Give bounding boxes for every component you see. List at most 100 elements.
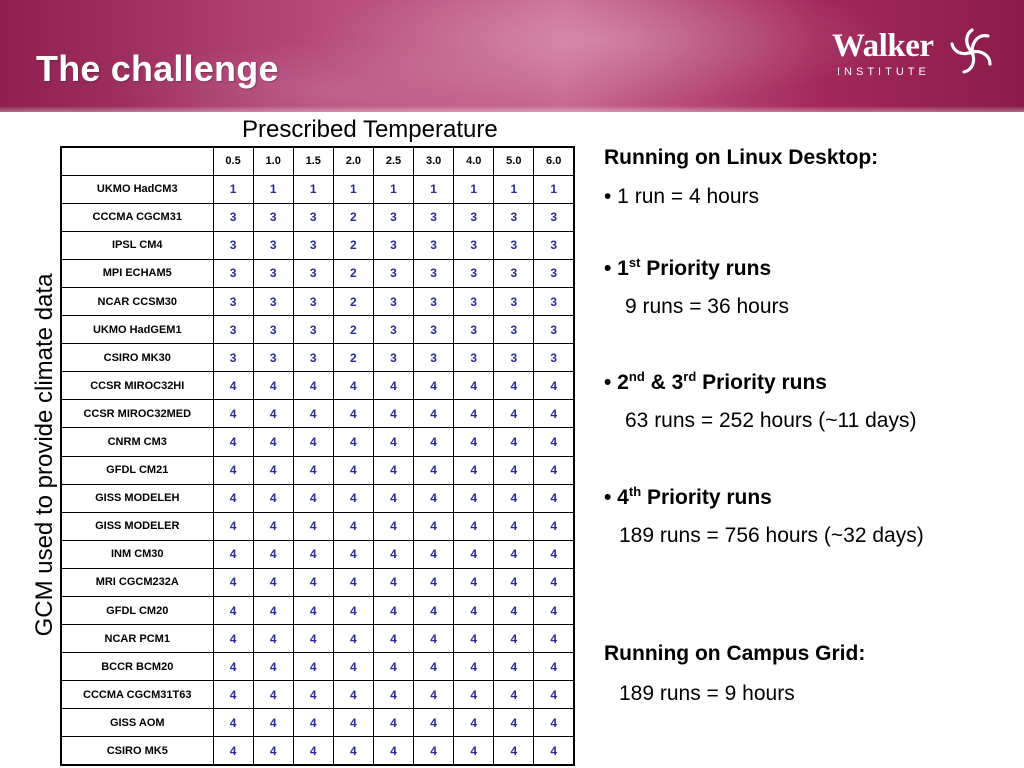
priority-cell: 4 <box>292 455 334 485</box>
priority-cell: 4 <box>212 399 254 429</box>
priority-cell: 4 <box>372 427 415 457</box>
slide-title: The challenge <box>36 48 279 89</box>
priority-cell: 4 <box>332 680 374 710</box>
priority-cell: 4 <box>292 399 334 429</box>
priority-cell: 1 <box>533 174 575 204</box>
table-row: MPI ECHAM5 3 3 3 2 3 3 3 3 3 <box>60 258 575 288</box>
priority-cell: 4 <box>372 595 415 626</box>
model-name-cell: MRI CGCM232A <box>60 567 214 598</box>
priority-cell: 4 <box>372 652 415 682</box>
priority-cell: 4 <box>252 483 294 513</box>
table-row: CCCMA CGCM31T63 4 4 4 4 4 4 4 4 4 <box>60 680 575 710</box>
priority-cell: 3 <box>533 343 575 373</box>
priority-cell: 3 <box>453 315 495 345</box>
priority-cell: 1 <box>212 174 254 204</box>
linux-run-time: • 1 run = 4 hours <box>604 185 760 208</box>
priority-cell: 4 <box>332 427 374 457</box>
priority-4-prefix: • 4 <box>604 486 629 509</box>
priority-cell: 4 <box>332 595 374 626</box>
priority-cell: 3 <box>292 315 334 345</box>
priority-cell: 4 <box>292 511 334 541</box>
priority-2-3-detail: 63 runs = 252 hours (~11 days) <box>625 409 917 432</box>
priority-cell: 4 <box>292 680 334 710</box>
priority-cell: 4 <box>372 399 415 429</box>
model-name-cell: CCCMA CGCM31T63 <box>60 680 214 710</box>
column-header: 1.5 <box>292 146 334 176</box>
priority-cell: 4 <box>292 624 334 654</box>
column-header: 0.5 <box>212 146 254 176</box>
table-caption: Prescribed Temperature <box>242 116 498 143</box>
priority-cell: 4 <box>413 511 455 541</box>
priority-cell: 4 <box>212 708 254 738</box>
priority-cell: 3 <box>453 343 495 373</box>
priority-cell: 4 <box>453 680 495 710</box>
priority-cell: 4 <box>533 539 575 569</box>
priority-cell: 1 <box>453 174 495 204</box>
priority-cell: 4 <box>212 595 254 626</box>
table-row: CSIRO MK30 3 3 3 2 3 3 3 3 3 <box>60 343 575 373</box>
priority-cell: 4 <box>332 624 374 654</box>
model-name-cell: IPSL CM4 <box>60 230 214 260</box>
table-row: NCAR PCM1 4 4 4 4 4 4 4 4 4 <box>60 624 575 654</box>
table-row: NCAR CCSM30 3 3 3 2 3 3 3 3 3 <box>60 286 575 317</box>
priority-cell: 4 <box>453 624 495 654</box>
priority-cell: 4 <box>372 455 415 485</box>
priority-cell: 4 <box>212 511 254 541</box>
band-sheen <box>0 0 1024 112</box>
table-row: CNRM CM3 4 4 4 4 4 4 4 4 4 <box>60 427 575 457</box>
priority-cell: 4 <box>332 455 374 485</box>
priority-cell: 3 <box>372 315 415 345</box>
priority-4-heading: • 4th Priority runs <box>604 485 772 510</box>
model-name-cell: NCAR PCM1 <box>60 624 214 654</box>
priority-cell: 4 <box>212 736 254 766</box>
table-row: CCCMA CGCM31 3 3 3 2 3 3 3 3 3 <box>60 202 575 232</box>
priority-cell: 4 <box>252 624 294 654</box>
column-header: 2.5 <box>372 146 415 176</box>
priority-cell: 4 <box>493 595 535 626</box>
priority-cell: 3 <box>212 315 254 345</box>
logo-brand: Walker <box>832 28 934 64</box>
table-row: CSIRO MK5 4 4 4 4 4 4 4 4 4 <box>60 736 575 766</box>
priority-cell: 3 <box>372 343 415 373</box>
priority-cell: 3 <box>493 230 535 260</box>
priority-cell: 4 <box>332 567 374 598</box>
priority-cell: 4 <box>493 624 535 654</box>
priority-cell: 4 <box>372 680 415 710</box>
priority-cell: 4 <box>292 371 334 401</box>
priority-1-prefix: • 1 <box>604 257 629 280</box>
model-name-cell: CSIRO MK5 <box>60 736 214 766</box>
priority-cell: 3 <box>252 202 294 232</box>
row-axis-label-wrap: GCM used to provide climate data <box>28 146 62 764</box>
model-name-cell: GFDL CM21 <box>60 455 214 485</box>
priority-cell: 3 <box>533 230 575 260</box>
campus-grid-detail: 189 runs = 9 hours <box>619 682 795 705</box>
priority-cell: 4 <box>413 399 455 429</box>
priority-cell: 3 <box>372 258 415 288</box>
priority-cell: 4 <box>252 595 294 626</box>
model-name-cell: BCCR BCM20 <box>60 652 214 682</box>
priority-cell: 1 <box>372 174 415 204</box>
priority-cell: 1 <box>252 174 294 204</box>
priority-cell: 4 <box>252 680 294 710</box>
priority-cell: 4 <box>413 371 455 401</box>
priority-cell: 4 <box>453 652 495 682</box>
model-name-cell: CCSR MIROC32MED <box>60 399 214 429</box>
table-row: UKMO HadGEM1 3 3 3 2 3 3 3 3 3 <box>60 315 575 345</box>
priority-cell: 4 <box>453 736 495 766</box>
priority-cell: 4 <box>292 652 334 682</box>
priority-1-suffix: Priority runs <box>640 257 772 280</box>
priority-cell: 4 <box>493 455 535 485</box>
priority-cell: 4 <box>413 624 455 654</box>
model-name-cell: CNRM CM3 <box>60 427 214 457</box>
model-name-cell: GFDL CM20 <box>60 595 214 626</box>
priority-cell: 4 <box>292 736 334 766</box>
priority-cell: 4 <box>533 483 575 513</box>
priority-cell: 4 <box>212 680 254 710</box>
priority-cell: 4 <box>453 399 495 429</box>
priority-cell: 4 <box>453 539 495 569</box>
title-band: The challenge Walker INSTITUTE <box>0 0 1024 112</box>
table-row: MRI CGCM232A 4 4 4 4 4 4 4 4 4 <box>60 567 575 598</box>
priority-cell: 4 <box>372 708 415 738</box>
priority-cell: 4 <box>413 427 455 457</box>
table-row: GISS MODELEH 4 4 4 4 4 4 4 4 4 <box>60 483 575 513</box>
